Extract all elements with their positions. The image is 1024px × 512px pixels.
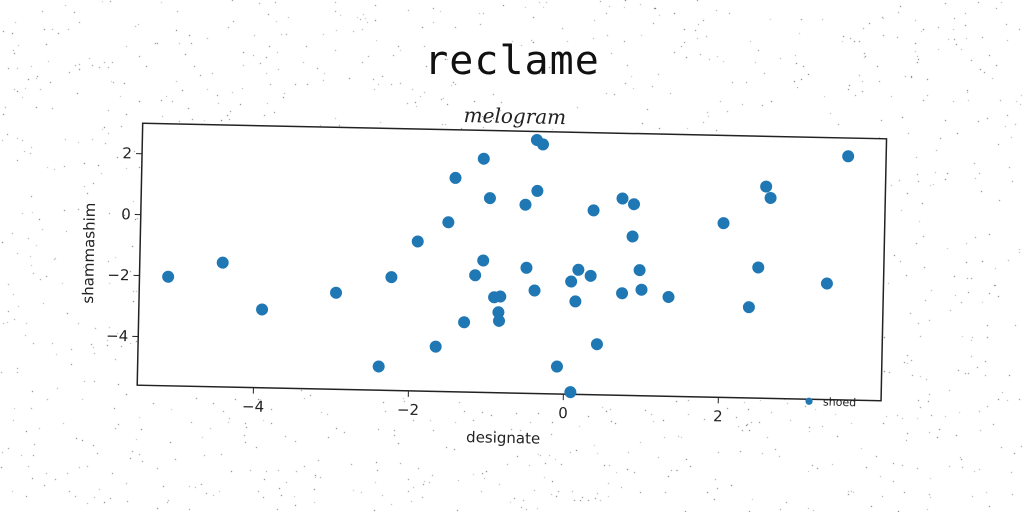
y-tick-label: −4 [106,327,128,345]
x-tick-label: −4 [242,397,264,415]
x-tick-label: −2 [397,401,419,419]
x-axis-label: designate [466,428,540,448]
y-tick-label: 0 [121,205,131,223]
y-tick-label: −2 [107,266,129,284]
x-tick-label: 2 [713,407,723,425]
y-tick-label: 2 [122,144,132,162]
chart-title: melogram [463,103,566,129]
legend-label-shoed: shoed [823,396,856,410]
x-tick-label: 0 [558,404,568,422]
y-axis-label: shammashim [79,202,99,303]
y-axis: −4 −2 0 2 [106,144,142,345]
plot-frame [137,123,886,401]
